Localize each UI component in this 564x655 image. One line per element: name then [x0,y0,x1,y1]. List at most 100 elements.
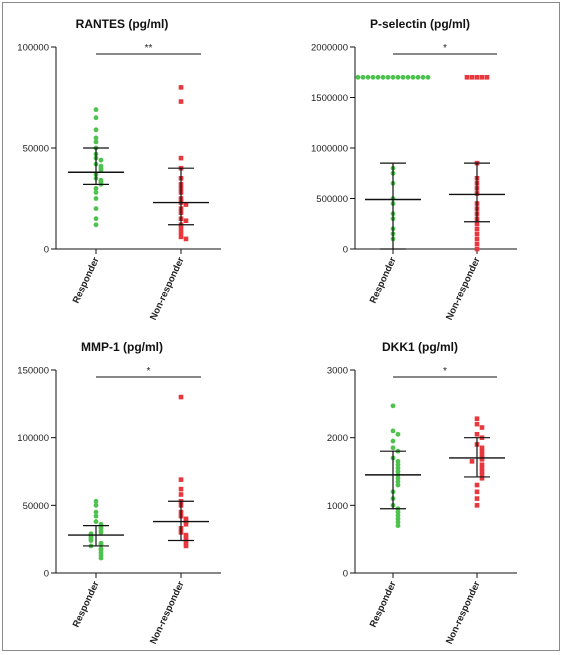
data-point [395,475,401,481]
series-non-responder [449,416,505,508]
panel-p-selectin-pg-ml: P-selectin (pg/ml) 0 500000 1000000 1500000 2… [311,17,517,322]
data-point [183,532,189,538]
data-point [93,509,99,515]
data-point [395,482,401,488]
y-tick-label: 2000 [327,433,348,444]
data-point [93,502,99,508]
data-point [420,74,426,80]
data-point [178,85,184,90]
data-point [370,74,376,80]
y-tick-label: 1500000 [311,93,348,104]
data-point [395,469,401,474]
series-non-responder [153,85,209,242]
data-point [183,236,189,242]
y-tick-label: 50000 [23,501,49,512]
data-point [183,540,189,546]
y-tick-label: 3000 [327,366,348,377]
series-responder [68,107,124,228]
data-point [93,498,99,504]
y-tick-label: 100000 [17,433,49,444]
data-point [178,155,184,161]
significance-label: * [443,366,447,377]
data-point [395,462,401,468]
data-point [395,458,401,464]
y-tick-label: 0 [44,245,49,256]
data-point [479,465,485,471]
data-point [479,448,485,454]
data-point [178,492,184,497]
chart-title: RANTES (pg/ml) [76,17,169,31]
data-point [395,523,401,529]
data-point [183,521,189,527]
data-point [88,538,94,543]
series-responder [365,403,421,529]
data-point [178,394,184,400]
data-point [365,74,371,80]
data-point [479,75,485,80]
x-category-label: Non-responder [148,579,187,646]
significance-label: * [147,366,151,377]
data-point [474,421,480,427]
data-point [183,543,189,549]
data-point [93,519,99,524]
data-point [479,425,485,430]
data-point [178,99,184,104]
y-tick-label: 1000 [327,501,348,512]
data-point [93,206,99,212]
data-point [380,74,386,80]
data-point [464,75,470,80]
y-tick-label: 0 [343,245,348,256]
y-tick-label: 500000 [316,194,348,205]
chart-title: DKK1 (pg/ml) [382,340,458,354]
data-point [98,530,104,535]
data-point [474,431,480,437]
data-point [474,231,480,237]
data-point [479,472,485,478]
data-point [400,74,406,80]
y-tick-label: 1000000 [311,144,348,155]
data-point [183,218,189,224]
data-point [93,196,99,201]
data-point [474,416,480,422]
data-point [474,246,480,252]
data-point [178,477,184,482]
y-tick-label: 50000 [23,144,49,155]
data-point [93,186,99,191]
data-point [390,74,396,80]
y-tick-label: 100000 [17,43,49,54]
data-point [395,519,401,525]
data-point [178,226,184,232]
data-point [93,222,99,228]
data-point [479,475,485,481]
data-point [183,202,189,207]
data-point [183,535,189,541]
data-point [178,486,184,492]
data-point [390,403,396,409]
data-point [474,221,480,227]
panel-rantes-pg-ml: RANTES (pg/ml) 0 50000 100000 Responder Non-r… [17,17,221,322]
data-point [474,482,480,488]
data-point [183,516,189,522]
x-category-label: Responder [368,255,399,305]
series-non-responder [449,75,505,252]
data-point [479,462,485,468]
data-point [395,74,401,80]
data-point [395,465,401,471]
data-point [93,216,99,222]
data-point [415,74,421,80]
data-point [375,74,381,80]
data-point [474,503,480,508]
data-point [479,469,485,474]
data-point [395,516,401,522]
series-responder [68,498,124,561]
data-point [479,445,485,451]
data-point [93,135,99,141]
chart-title: MMP-1 (pg/ml) [81,340,163,354]
chart-title: P-selectin (pg/ml) [370,17,470,31]
data-point [484,75,490,80]
data-point [479,457,485,462]
x-category-label: Responder [368,579,399,629]
data-point [410,74,416,80]
data-point [469,459,475,464]
